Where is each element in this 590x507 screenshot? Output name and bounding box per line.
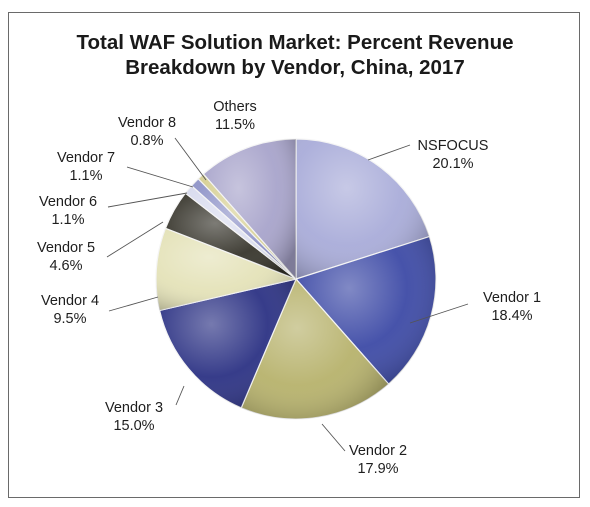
- leader-line-vendor-3: [175, 385, 185, 406]
- leader-line-vendor-5: [106, 221, 164, 258]
- pie-slice-shade-vendor-1: [296, 236, 437, 385]
- leader-line-vendor-7: [126, 166, 194, 188]
- slice-label-name-vendor-1: Vendor 1: [483, 290, 541, 306]
- leader-lines: [106, 137, 469, 452]
- slice-label-value-vendor-1: 18.4%: [491, 308, 532, 324]
- leader-line-nsfocus: [367, 144, 411, 161]
- pie-slice-shade-vendor-6: [185, 185, 296, 279]
- slice-label-name-others: Others: [213, 99, 257, 115]
- pie-slice-shade-vendor-8: [198, 173, 296, 279]
- pie-slice-shade-others: [203, 139, 296, 279]
- slice-labels: NSFOCUS 20.1% Vendor 1 18.4% Vendor 2 17.9% Ve…: [37, 99, 541, 477]
- slice-label-value-vendor-4: 9.5%: [53, 311, 86, 327]
- slice-label-name-vendor-5: Vendor 5: [37, 240, 95, 256]
- slice-label-value-nsfocus: 20.1%: [432, 156, 473, 172]
- leader-line-vendor-4: [108, 296, 159, 312]
- leader-line-vendor-1: [409, 303, 469, 324]
- slice-label-value-vendor-7: 1.1%: [69, 168, 102, 184]
- slice-label-value-others: 11.5%: [215, 117, 255, 133]
- leader-line-vendor-6: [107, 192, 188, 208]
- slice-label-name-vendor-7: Vendor 7: [57, 150, 115, 166]
- pie-slice-shade-nsfocus: [296, 139, 430, 279]
- pie-slices: [155, 138, 437, 420]
- slice-label-name-vendor-4: Vendor 4: [41, 293, 99, 309]
- slice-label-name-vendor-3: Vendor 3: [105, 400, 163, 416]
- slice-label-value-vendor-2: 17.9%: [357, 461, 398, 477]
- pie-slice-shade-vendor-5: [165, 193, 296, 279]
- slice-label-name-nsfocus: NSFOCUS: [418, 138, 489, 154]
- chart-title: Total WAF Solution Market: Percent Reven…: [0, 30, 590, 80]
- chart-title-line2: Breakdown by Vendor, China, 2017: [125, 56, 465, 79]
- slice-label-value-vendor-5: 4.6%: [49, 258, 82, 274]
- pie-slice-shade-vendor-2: [241, 279, 389, 419]
- slice-label-name-vendor-6: Vendor 6: [39, 194, 97, 210]
- pie-slice-shade-vendor-3: [159, 279, 296, 408]
- slice-label-value-vendor-3: 15.0%: [113, 418, 154, 434]
- chart-title-line1: Total WAF Solution Market: Percent Reven…: [76, 31, 514, 54]
- slice-label-value-vendor-8: 0.8%: [130, 133, 163, 149]
- pie-slice-shade-vendor-4: [156, 228, 296, 311]
- leader-line-vendor-2: [321, 423, 346, 452]
- slice-label-value-vendor-6: 1.1%: [51, 212, 84, 228]
- leader-line-vendor-8: [174, 137, 207, 181]
- slice-label-name-vendor-8: Vendor 8: [118, 115, 176, 131]
- slice-label-name-vendor-2: Vendor 2: [349, 443, 407, 459]
- pie-slice-shade-vendor-7: [191, 178, 296, 279]
